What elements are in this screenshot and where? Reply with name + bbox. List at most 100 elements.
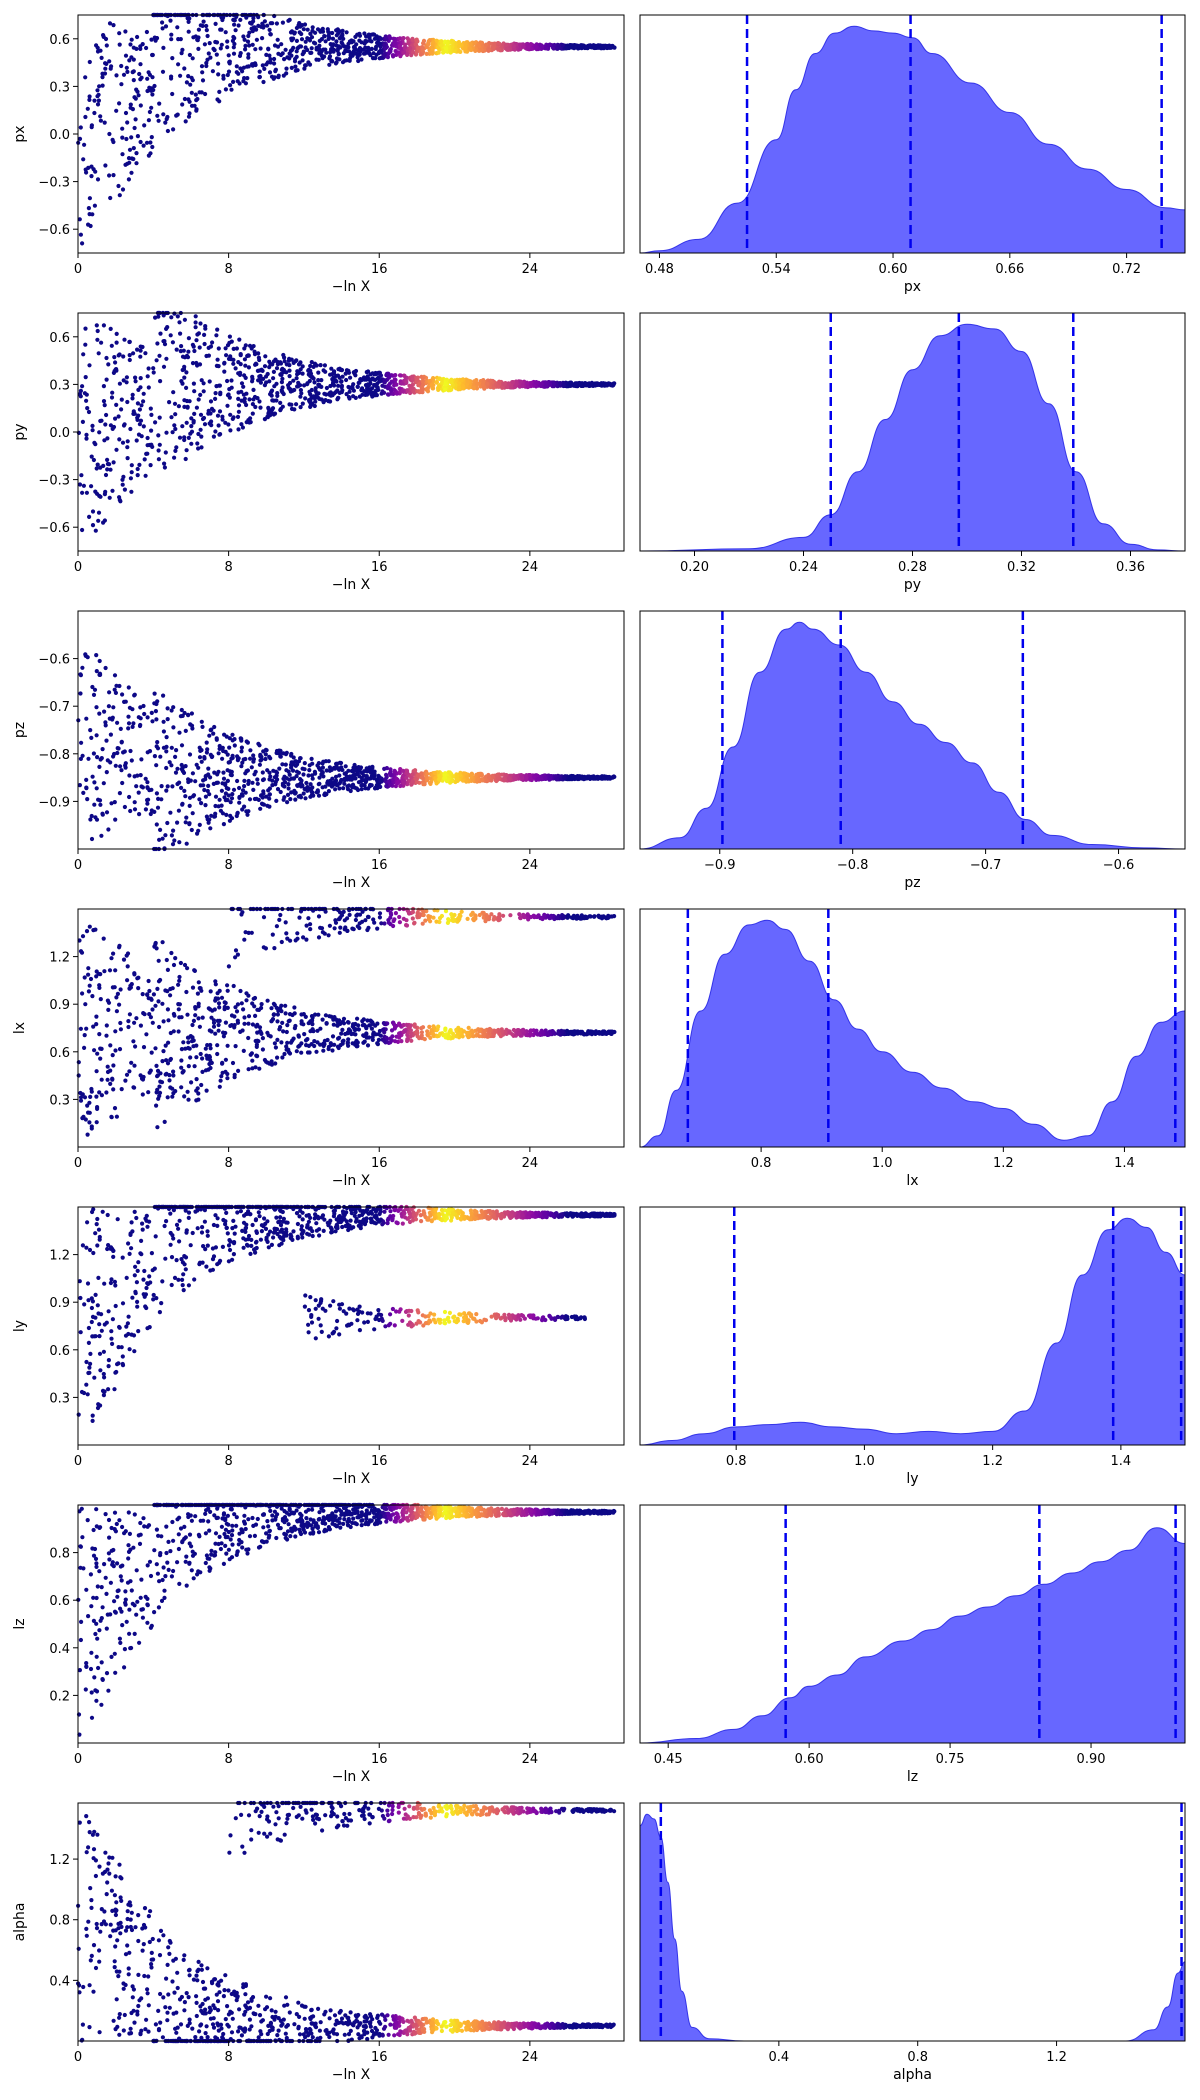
scatter-point [520, 775, 525, 780]
scatter-point [180, 47, 185, 53]
scatter-point [110, 390, 115, 395]
scatter-point [392, 41, 397, 47]
scatter-point [165, 820, 170, 826]
scatter-point [239, 745, 244, 750]
scatter-point [324, 1021, 329, 1026]
scatter-point [253, 769, 258, 774]
scatter-point [119, 63, 124, 69]
scatter-point [113, 360, 118, 365]
scatter-point [101, 399, 107, 404]
scatter-point [343, 764, 348, 769]
scatter-point [388, 36, 393, 41]
scatter-point [330, 377, 335, 382]
scatter-point [271, 359, 277, 364]
scatter-point [84, 716, 89, 721]
scatter-point [198, 321, 203, 326]
scatter-point [142, 457, 147, 462]
scatter-point [97, 1032, 102, 1037]
scatter-point [281, 352, 286, 358]
scatter-point [164, 356, 169, 361]
scatter-point [131, 69, 136, 74]
scatter-point [300, 58, 305, 63]
x-axis-label: −ln X [332, 577, 371, 593]
scatter-point [94, 466, 99, 471]
scatter-point [272, 75, 277, 80]
scatter-point [131, 45, 136, 50]
x-tick-label: 0.28 [898, 560, 927, 575]
scatter-point [208, 826, 213, 831]
scatter-point [94, 491, 100, 496]
scatter-point [308, 31, 313, 36]
scatter-point [95, 45, 100, 50]
scatter-point [103, 163, 108, 168]
scatter-point [112, 1106, 118, 1111]
scatter-point [154, 36, 160, 41]
scatter-point [92, 203, 97, 208]
scatter-point [104, 355, 109, 361]
scatter-point [109, 343, 114, 348]
scatter-point [228, 83, 233, 88]
scatter-point [180, 713, 185, 719]
scatter-point [270, 783, 275, 788]
scatter-point [379, 36, 384, 42]
scatter-point [200, 70, 205, 75]
scatter-point [497, 380, 502, 385]
scatter-point [285, 792, 291, 798]
scatter-point [218, 808, 223, 813]
scatter-point [245, 76, 250, 81]
scatter-point [226, 786, 231, 792]
scatter-point [293, 56, 298, 62]
scatter-point [279, 367, 284, 372]
scatter-point [163, 24, 169, 29]
scatter-point [111, 23, 116, 28]
scatter-point [182, 66, 187, 71]
scatter-point [257, 1066, 262, 1071]
scatter-point [286, 18, 291, 23]
scatter-point [255, 777, 260, 782]
scatter-point [284, 1029, 289, 1035]
scatter-point [165, 784, 170, 789]
scatter-point [282, 795, 287, 800]
scatter-point [216, 751, 221, 756]
scatter-point [147, 85, 152, 90]
scatter-point [132, 692, 137, 697]
scatter-point [316, 391, 321, 396]
scatter-point [332, 369, 337, 374]
scatter-point [468, 773, 473, 779]
scatter-point [325, 779, 330, 784]
scatter-point [394, 382, 399, 387]
scatter-point [189, 1080, 194, 1085]
scatter-point [494, 773, 499, 778]
scatter-point [145, 435, 150, 441]
scatter-point [397, 914, 402, 920]
scatter-point [101, 323, 106, 328]
scatter-point [135, 134, 140, 139]
scatter-point [161, 45, 166, 51]
scatter-point [126, 1024, 131, 1030]
scatter-point [198, 427, 203, 432]
scatter-point [94, 1014, 99, 1019]
scatter-point [97, 983, 102, 988]
scatter-point [579, 46, 584, 51]
scatter-point [338, 45, 343, 50]
scatter-point [105, 457, 110, 462]
scatter-point [287, 374, 292, 379]
scatter-point [439, 39, 444, 44]
scatter-point [199, 748, 204, 753]
scatter-point [112, 800, 117, 805]
scatter-point [113, 690, 118, 696]
scatter-point [353, 395, 358, 400]
scatter-point [378, 373, 384, 378]
scatter-point [96, 797, 101, 802]
scatter-point [79, 473, 84, 478]
scatter-point [200, 416, 206, 422]
scatter-point [98, 114, 103, 119]
scatter-point [330, 36, 336, 41]
scatter-point [111, 705, 116, 710]
scatter-point [106, 362, 111, 367]
x-tick-label: 0.60 [879, 262, 908, 277]
scatter-point [179, 1085, 184, 1090]
scatter-point [216, 1001, 222, 1006]
scatter-point [354, 51, 359, 56]
